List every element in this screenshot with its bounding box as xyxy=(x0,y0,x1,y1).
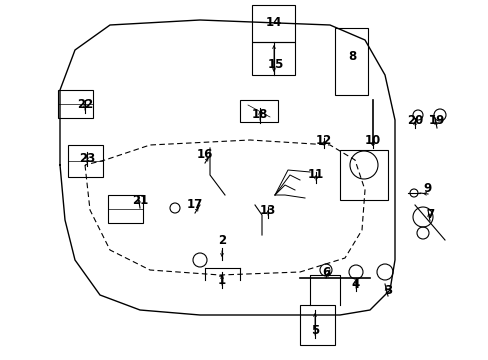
Text: 21: 21 xyxy=(132,194,148,207)
Text: 20: 20 xyxy=(406,113,422,126)
Text: 22: 22 xyxy=(77,99,93,112)
Text: 3: 3 xyxy=(383,284,391,297)
Text: 8: 8 xyxy=(347,50,355,63)
Text: 10: 10 xyxy=(364,134,380,147)
Text: 17: 17 xyxy=(186,198,203,211)
Text: 9: 9 xyxy=(423,181,431,194)
Text: 19: 19 xyxy=(428,113,444,126)
Text: 2: 2 xyxy=(218,234,225,247)
Text: 14: 14 xyxy=(265,15,282,28)
Text: 15: 15 xyxy=(267,58,284,72)
Text: 13: 13 xyxy=(259,203,276,216)
Text: 23: 23 xyxy=(79,152,95,165)
Text: 4: 4 xyxy=(351,279,359,292)
Text: 1: 1 xyxy=(218,274,225,287)
Text: 6: 6 xyxy=(321,266,329,279)
Text: 12: 12 xyxy=(315,134,331,147)
Text: 16: 16 xyxy=(196,148,213,162)
Text: 11: 11 xyxy=(307,168,324,181)
Text: 7: 7 xyxy=(425,208,433,221)
Text: 18: 18 xyxy=(251,108,267,122)
Text: 5: 5 xyxy=(310,324,319,337)
